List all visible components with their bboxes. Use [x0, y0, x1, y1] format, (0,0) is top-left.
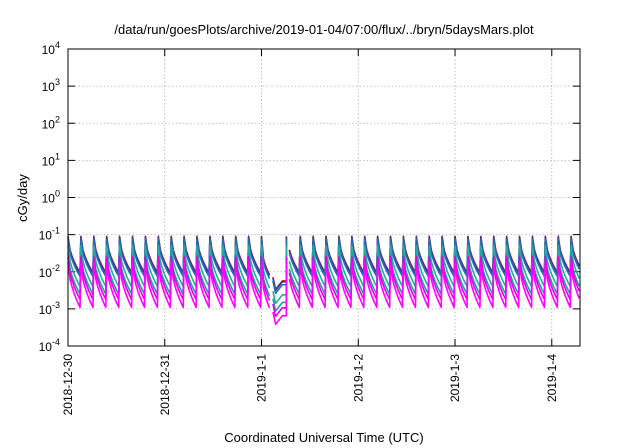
- series-group: [67, 235, 580, 326]
- y-tick-exponent: 4: [55, 40, 60, 50]
- y-tick-base: 10: [42, 117, 56, 131]
- y-tick-base: 10: [39, 229, 53, 243]
- y-tick-label: 10-3: [39, 300, 60, 317]
- y-tick-base: 10: [42, 43, 56, 57]
- y-tick-base: 10: [42, 154, 56, 168]
- y-tick-exponent: 3: [55, 77, 60, 87]
- y-tick-label: 101: [42, 151, 60, 168]
- y-tick-exponent: 1: [55, 151, 60, 161]
- series-gap-segment: [272, 237, 288, 292]
- y-tick-exponent: -2: [52, 263, 60, 273]
- y-tick-exponent: -4: [52, 337, 60, 347]
- y-tick-base: 10: [39, 340, 53, 354]
- series-gap-segment: [272, 245, 288, 305]
- y-tick-label: 100: [42, 189, 60, 206]
- x-tick-label: 2019-1-2: [351, 354, 365, 402]
- y-tick-exponent: -3: [52, 300, 60, 310]
- y-tick-base: 10: [42, 80, 56, 94]
- y-tick-label: 102: [42, 114, 60, 131]
- x-tick-label: 2019-1-4: [545, 354, 559, 402]
- y-tick-label: 10-1: [39, 226, 60, 243]
- x-tick-label: 2018-12-31: [158, 354, 172, 416]
- x-tick-label: 2019-1-3: [448, 354, 462, 402]
- y-tick-base: 10: [42, 192, 56, 206]
- y-tick-label: 104: [42, 40, 60, 57]
- series-line: [67, 261, 580, 309]
- y-tick-exponent: 0: [55, 189, 60, 199]
- x-tick-label: 2018-12-30: [61, 354, 75, 416]
- series-gap-segment: [272, 262, 288, 326]
- chart-title: /data/run/goesPlots/archive/2019-01-04/0…: [114, 22, 534, 37]
- x-tick-label: 2019-1-1: [255, 354, 269, 402]
- y-tick-label: 10-4: [39, 337, 60, 354]
- plot-frame: [67, 48, 581, 347]
- y-axis-label: cGy/day: [15, 174, 30, 222]
- y-tick-label: 10-2: [39, 263, 60, 280]
- y-tick-exponent: -1: [52, 226, 60, 236]
- y-tick-exponent: 2: [55, 114, 60, 124]
- y-tick-base: 10: [39, 266, 53, 280]
- y-tick-base: 10: [39, 303, 53, 317]
- x-axis-label: Coordinated Universal Time (UTC): [224, 430, 423, 445]
- x-tick-labels: 2018-12-30 2018-12-31 2019-1-1 2019-1-2 2019…: [61, 354, 559, 416]
- y-tick-label: 103: [42, 77, 60, 94]
